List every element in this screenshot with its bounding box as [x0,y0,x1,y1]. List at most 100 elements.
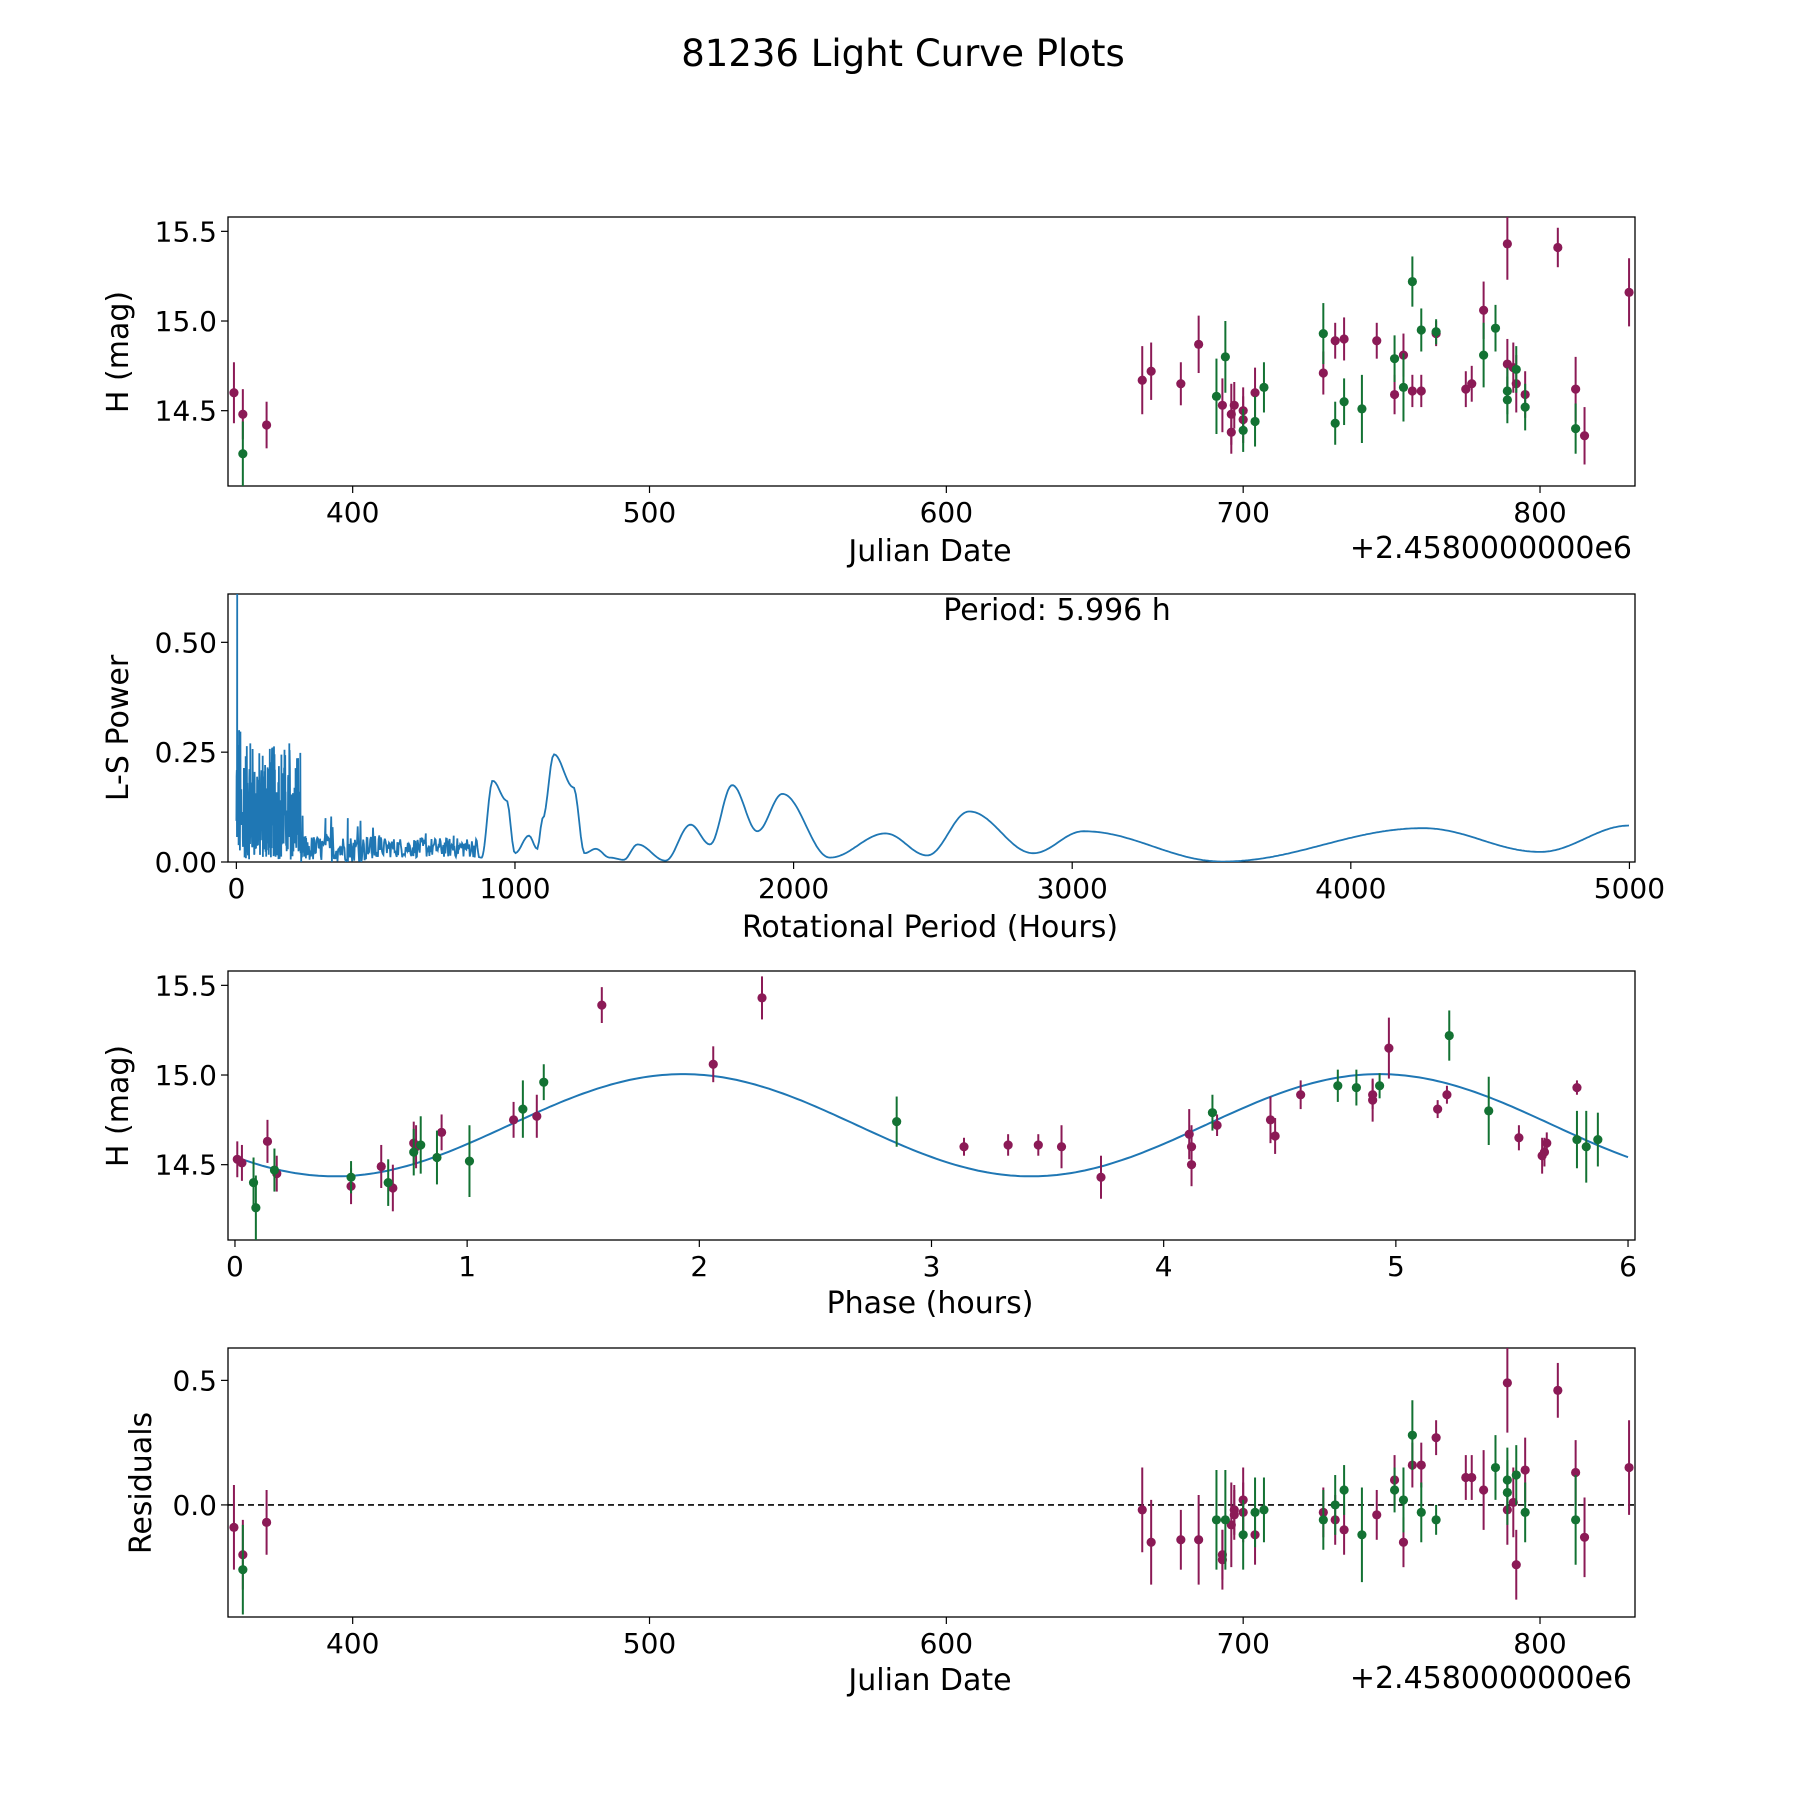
residuals-xtick-label: 800 [1513,1627,1566,1660]
lightcurve-xtick-label: 700 [1216,496,1269,529]
residuals-xtick-label: 500 [623,1627,676,1660]
phasefold-points-layer [232,976,1603,1240]
residuals-point-filter-green [1211,1515,1222,1525]
lightcurve-point-filter-magenta [1624,287,1634,297]
lightcurve-point-filter-green [1490,323,1501,333]
phasefold-point-filter-green [892,1117,902,1127]
residuals-point-filter-magenta [261,1517,272,1527]
residuals-point-filter-green [1407,1430,1417,1440]
residuals-point-filter-magenta [1579,1532,1590,1542]
lightcurve-point-filter-green [1407,276,1417,287]
residuals-point-filter-green [1389,1485,1400,1495]
phasefold-point-filter-magenta [376,1161,386,1172]
periodogram-xtick-label: 1000 [479,872,550,905]
periodogram-ytick-label: 0.50 [155,626,217,659]
phasefold-xlabel: Phase (hours) [827,1286,1034,1321]
lightcurve-point-filter-magenta [1250,388,1260,398]
lightcurve-panel: Julian Date +2.4580000000e6 H (mag) 400 5… [101,215,1636,569]
lightcurve-point-filter-green [1502,395,1512,405]
lightcurve-point-filter-magenta [1330,336,1340,346]
residuals-point-filter-magenta [1137,1505,1147,1515]
phasefold-point-filter-magenta [508,1115,519,1125]
lightcurve-point-filter-green [1259,382,1269,392]
phasefold-point-filter-magenta [1212,1120,1222,1130]
phasefold-point-filter-magenta [1442,1090,1452,1100]
lightcurve-xtick-label: 500 [623,496,676,529]
lightcurve-ytick-label: 15.0 [155,305,217,338]
residuals-point-filter-magenta [1467,1472,1477,1483]
lightcurve-point-filter-magenta [1194,339,1204,349]
lightcurve-xtick-label: 800 [1513,496,1566,529]
phasefold-point-filter-green [1572,1134,1582,1145]
lightcurve-xtick-label: 400 [326,496,379,529]
lightcurve-point-filter-green [1479,350,1489,360]
lightcurve-point-filter-magenta [261,420,272,430]
residuals-points-layer [229,1348,1634,1615]
residuals-xlabel: Julian Date [846,1663,1011,1698]
phasefold-point-filter-magenta [959,1142,969,1152]
phasefold-point-filter-magenta [1265,1115,1276,1125]
phasefold-xtick-label: 4 [1155,1250,1173,1283]
lightcurve-point-filter-magenta [1217,400,1227,410]
residuals-offset-label: +2.4580000000e6 [1350,1661,1632,1696]
phasefold-point-filter-green [1375,1081,1385,1091]
lightcurve-point-filter-magenta [1389,389,1400,400]
phasefold-point-filter-green [432,1152,442,1163]
phasefold-point-filter-magenta [237,1158,247,1168]
lightcurve-point-filter-green [1520,402,1530,412]
lightcurve-point-filter-green [1330,418,1340,428]
lightcurve-point-filter-magenta [1372,336,1382,346]
residuals-point-filter-green [1520,1507,1530,1517]
phasefold-point-filter-green [539,1077,549,1087]
lightcurve-point-filter-green [1389,354,1400,364]
residuals-point-filter-green [1571,1515,1581,1525]
lightcurve-point-filter-magenta [1502,239,1512,249]
lightcurve-point-filter-green [1318,328,1328,339]
lightcurve-point-filter-green [1220,352,1230,362]
phasefold-xtick-label: 0 [226,1250,244,1283]
residuals-point-filter-magenta [1146,1537,1156,1547]
lightcurve-point-filter-magenta [229,388,239,398]
phasefold-panel: Phase (hours) H (mag) 0 1 2 3 4 5 6 14.5 15.0 15.… [101,969,1637,1321]
lightcurve-xtick-label: 600 [920,496,973,529]
lightcurve-point-filter-magenta [1553,242,1563,253]
residuals-point-filter-green [1220,1515,1230,1525]
lightcurve-offset-label: +2.4580000000e6 [1350,531,1632,566]
phasefold-point-filter-magenta [708,1059,718,1069]
lightcurve-point-filter-magenta [1467,379,1477,389]
periodogram-xtick-label: 2000 [758,872,829,905]
phasefold-point-filter-green [1207,1108,1218,1118]
periodogram-panel: Period: 5.996 h Rotational Period (Hours… [101,593,1665,945]
residuals-point-filter-green [1318,1515,1328,1525]
phasefold-point-filter-magenta [1270,1131,1280,1141]
periodogram-axes-frame [227,593,1636,863]
phasefold-point-filter-green [416,1140,426,1150]
phasefold-point-filter-magenta [1033,1140,1043,1150]
phasefold-point-filter-magenta [1368,1095,1378,1105]
residuals-point-filter-green [1238,1530,1248,1540]
periodogram-ylabel: L-S Power [101,654,136,801]
periodogram-xtick-label: 4000 [1315,872,1386,905]
lightcurve-point-filter-green [1250,416,1260,427]
residuals-point-filter-green [1502,1475,1512,1485]
residuals-ylabel: Residuals [124,1412,159,1554]
phasefold-point-filter-green [1593,1134,1603,1145]
lightcurve-point-filter-green [1211,391,1222,401]
lightcurve-point-filter-magenta [1479,305,1489,315]
lightcurve-point-filter-magenta [1137,375,1147,385]
phasefold-xtick-label: 5 [1387,1250,1405,1283]
lightcurve-point-filter-magenta [1229,400,1239,410]
phasefold-point-filter-magenta [597,1000,607,1010]
lightcurve-point-filter-green [1339,397,1349,407]
residuals-point-filter-green [238,1565,248,1575]
phasefold-point-filter-magenta [262,1136,273,1146]
residuals-point-filter-green [1511,1470,1521,1480]
phasefold-point-filter-magenta [1542,1138,1552,1148]
lightcurve-point-filter-magenta [1571,384,1581,394]
periodogram-power-line [235,594,1630,862]
lightcurve-point-filter-green [1511,364,1521,375]
residuals-xtick-label: 400 [326,1627,379,1660]
phasefold-point-filter-magenta [1572,1082,1582,1093]
phasefold-point-filter-magenta [1296,1090,1306,1100]
